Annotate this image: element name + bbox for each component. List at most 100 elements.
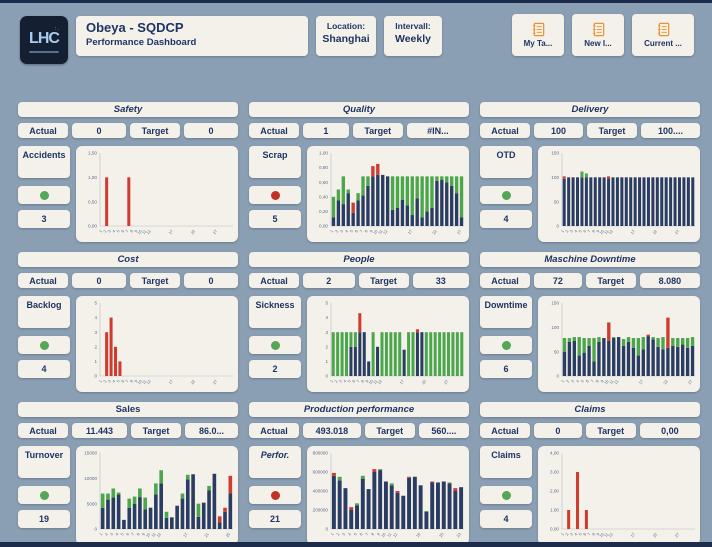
page-subtitle: Performance Dashboard (86, 37, 197, 48)
svg-text:7: 7 (355, 378, 361, 383)
issue-count[interactable]: 4 (480, 210, 532, 228)
svg-text:5: 5 (119, 531, 125, 536)
status-indicator[interactable] (18, 336, 70, 354)
actual-value[interactable]: 11.443 (72, 423, 127, 438)
svg-text:17: 17 (182, 531, 189, 538)
svg-text:1: 1 (329, 378, 335, 383)
button-label: My Ta... (523, 39, 553, 48)
location-label: Location: (326, 21, 366, 31)
issue-count[interactable]: 3 (18, 210, 70, 228)
status-indicator[interactable] (480, 186, 532, 204)
svg-text:11: 11 (141, 378, 148, 385)
target-value[interactable]: 560.... (418, 423, 470, 438)
chart-card: 0,00 1,00 2,00 3,00 4,00 1 2 3 4 5 6 7 8 9 10 11 12 17 22 2… (538, 446, 700, 545)
issue-count[interactable]: 6 (480, 360, 532, 378)
svg-text:27: 27 (674, 531, 681, 538)
status-indicator[interactable] (480, 486, 532, 504)
svg-text:22: 22 (189, 228, 196, 235)
target-value[interactable]: #IN... (406, 123, 469, 138)
target-label: Target (585, 273, 636, 288)
target-value[interactable]: 0 (184, 123, 238, 138)
svg-text:11: 11 (386, 531, 393, 538)
svg-text:1: 1 (98, 378, 104, 383)
target-value[interactable]: 0,00 (639, 423, 701, 438)
status-indicator[interactable] (18, 486, 70, 504)
svg-text:1: 1 (325, 359, 328, 364)
status-dot-icon (270, 340, 280, 350)
svg-text:17: 17 (167, 228, 174, 235)
status-indicator[interactable] (249, 186, 301, 204)
svg-text:5: 5 (115, 228, 121, 233)
target-value[interactable]: 8.080 (639, 273, 701, 288)
panel-title: Cost (18, 252, 238, 267)
status-dot-icon (39, 190, 49, 200)
svg-text:2: 2 (565, 378, 571, 383)
kpi-panel: Claims Actual 0 Target 0,00 Claims 4 0,0… (480, 402, 701, 545)
new-issue-button[interactable]: New I... (572, 14, 624, 56)
my-tasks-button[interactable]: My Ta... (512, 14, 564, 56)
target-value[interactable]: 33 (412, 273, 469, 288)
svg-text:0,00: 0,00 (550, 527, 559, 532)
status-dot-icon (39, 490, 49, 500)
svg-text:12: 12 (607, 228, 614, 235)
svg-text:200000: 200000 (313, 508, 329, 513)
actual-value[interactable]: 100 (534, 123, 583, 138)
actual-value[interactable]: 72 (534, 273, 582, 288)
actual-value[interactable]: 0 (534, 423, 582, 438)
svg-text:7: 7 (358, 228, 364, 233)
actual-target-row: Actual 1 Target #IN... (249, 123, 469, 138)
target-value[interactable]: 100.... (641, 123, 700, 138)
status-indicator[interactable] (249, 336, 301, 354)
actual-value[interactable]: 0 (72, 123, 126, 138)
actual-value[interactable]: 1 (303, 123, 349, 138)
actual-target-row: Actual 100 Target 100.... (480, 123, 700, 138)
actual-value[interactable]: 2 (303, 273, 355, 288)
window-bottom-border (0, 542, 712, 547)
svg-text:0,20: 0,20 (319, 209, 328, 214)
status-dot-icon (501, 190, 511, 200)
issue-count[interactable]: 4 (480, 510, 532, 528)
svg-text:3: 3 (94, 330, 97, 335)
dashboard-title-card: Obeya - SQDCP Performance Dashboard (76, 16, 308, 56)
status-dot-icon (39, 340, 49, 350)
kpi-panel: Safety Actual 0 Target 0 Accidents 3 0,0… (18, 102, 238, 252)
status-indicator[interactable] (18, 186, 70, 204)
chart-card: 0 200000 400000 600000 800000 1 2 3 4 5 6 7 8 9 10 11 12… (307, 446, 469, 545)
svg-text:9: 9 (133, 378, 139, 383)
svg-text:3: 3 (569, 228, 575, 233)
actual-value[interactable]: 0 (72, 273, 126, 288)
issue-count[interactable]: 2 (249, 360, 301, 378)
panel-title-text: Cost (117, 254, 139, 265)
svg-text:4: 4 (344, 228, 350, 233)
button-label: Current ... (644, 39, 682, 48)
issue-count[interactable]: 19 (18, 510, 70, 528)
issue-count[interactable]: 5 (249, 210, 301, 228)
svg-text:400000: 400000 (313, 489, 329, 494)
svg-text:3: 3 (107, 228, 113, 233)
svg-text:4: 4 (111, 378, 117, 383)
location-card: Location: Shanghai (316, 16, 376, 56)
svg-text:1: 1 (560, 531, 566, 536)
actual-value[interactable]: 493.018 (303, 423, 361, 438)
status-indicator[interactable] (480, 336, 532, 354)
metric-name: Accidents (18, 146, 70, 178)
svg-text:21: 21 (203, 531, 210, 538)
svg-text:17: 17 (629, 531, 636, 538)
svg-text:10: 10 (136, 228, 143, 235)
panel-title: Safety (18, 102, 238, 117)
svg-text:6: 6 (351, 378, 357, 383)
current-items-button[interactable]: Current ... (632, 14, 694, 56)
chart-card: 0 50 100 150 1 2 3 4 5 6 7 8 9 10 11 12 17 22 27 (538, 296, 700, 392)
target-value[interactable]: 86.0... (185, 423, 238, 438)
svg-text:150: 150 (551, 151, 559, 156)
status-dot-icon (270, 490, 280, 500)
target-value[interactable]: 0 (184, 273, 238, 288)
issue-count[interactable]: 4 (18, 360, 70, 378)
panel-title: Claims (480, 402, 700, 417)
status-indicator[interactable] (249, 486, 301, 504)
svg-text:6: 6 (120, 228, 126, 233)
issue-count[interactable]: 21 (249, 510, 301, 528)
svg-text:10: 10 (380, 531, 387, 538)
